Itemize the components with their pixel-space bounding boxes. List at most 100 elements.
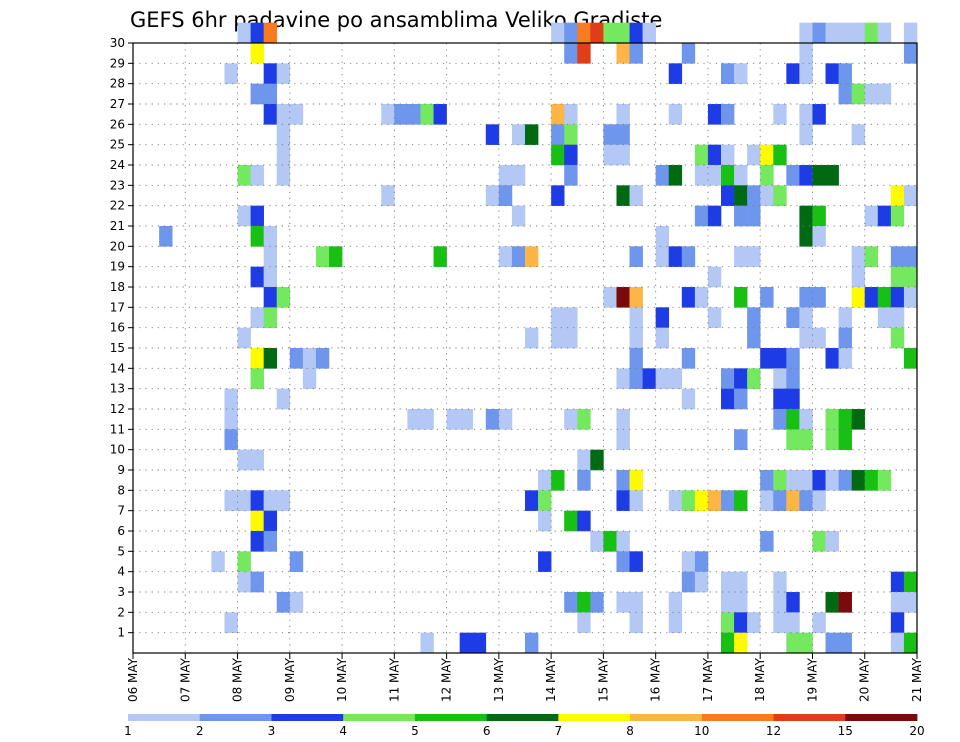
precip-cell [864, 205, 879, 227]
precip-cell [721, 63, 735, 84]
precip-cell [250, 83, 264, 105]
precip-cell [551, 327, 565, 349]
precip-cell [237, 165, 251, 186]
precip-cell [721, 104, 735, 125]
precip-cell [616, 22, 630, 44]
precip-cell [668, 490, 683, 511]
precip-cell [237, 490, 251, 511]
precip-cell [459, 409, 474, 430]
precip-cell [564, 592, 578, 613]
precip-cell [629, 592, 643, 613]
precip-cell [773, 185, 787, 206]
precip-cell [276, 104, 291, 125]
precip-cell [250, 226, 264, 247]
precip-cell [263, 266, 278, 288]
y-tick-label: 1 [117, 626, 125, 640]
precip-cell [655, 246, 670, 267]
precip-cell [655, 226, 670, 247]
colorbar-swatch [701, 714, 774, 721]
precip-cell [734, 490, 748, 511]
precip-cell [668, 592, 683, 613]
precip-cell [629, 307, 643, 328]
precip-cell [655, 368, 670, 389]
precip-cell [394, 104, 408, 125]
precip-cell [747, 368, 761, 389]
precip-cell [825, 63, 839, 84]
precip-cell [681, 571, 696, 593]
precip-cell [237, 551, 251, 572]
precip-cell [760, 470, 774, 491]
colorbar-swatch [199, 714, 272, 721]
precip-cell [707, 104, 722, 125]
precip-cell [851, 124, 866, 145]
precip-cell [799, 490, 813, 511]
precip-cell [812, 531, 826, 552]
precip-cell [786, 307, 800, 328]
precip-cell [694, 490, 709, 511]
precip-cell [773, 144, 787, 166]
colorbar-swatch [271, 714, 344, 721]
precip-cell [812, 205, 826, 227]
x-tick-label: 13 MAY [492, 657, 506, 702]
precip-cell [302, 348, 317, 369]
precip-cell [851, 287, 866, 308]
precip-cell [224, 409, 238, 430]
precip-cell [485, 185, 500, 206]
precip-cell [668, 368, 683, 389]
precip-cell [551, 104, 565, 125]
precip-cell [786, 592, 800, 613]
x-tick-label: 14 MAY [544, 657, 558, 702]
precip-cell [825, 165, 839, 186]
precip-cell [237, 327, 251, 349]
precip-cell [616, 592, 630, 613]
precip-cell [250, 205, 264, 227]
precip-cell [263, 348, 278, 369]
colorbar-label: 20 [909, 724, 924, 738]
precip-cell [773, 571, 787, 593]
precip-cell [799, 287, 813, 308]
precip-cell [551, 144, 565, 166]
y-tick-label: 11 [110, 422, 125, 436]
precip-cell [420, 632, 434, 654]
precip-cell [851, 409, 866, 430]
precip-cell [159, 226, 173, 247]
precip-cell [603, 287, 617, 308]
precip-cell [263, 83, 278, 105]
precip-cell [707, 266, 722, 288]
precip-cell [864, 246, 879, 267]
colorbar-label: 5 [411, 724, 419, 738]
precip-cell [760, 348, 774, 369]
precip-cell [276, 63, 291, 84]
precip-cell [276, 287, 291, 308]
precip-cell [629, 348, 643, 369]
precip-cell [237, 571, 251, 593]
precip-cell [603, 124, 617, 145]
precip-cell [851, 246, 866, 267]
precip-cell [420, 409, 434, 430]
precip-cell [760, 165, 774, 186]
precip-cell [629, 490, 643, 511]
precip-cell [498, 409, 513, 430]
x-tick-label: 18 MAY [753, 657, 767, 702]
colorbar-label: 6 [483, 724, 491, 738]
precip-cell [799, 104, 813, 125]
precip-cell [734, 63, 748, 84]
precip-cell [890, 185, 905, 206]
precip-cell [721, 612, 735, 633]
precip-cell [616, 490, 630, 511]
precip-cell [707, 165, 722, 186]
precip-cell [734, 592, 748, 613]
y-tick-label: 21 [110, 219, 125, 233]
y-tick-label: 23 [110, 178, 125, 192]
y-tick-label: 25 [110, 138, 125, 152]
precip-cell [903, 592, 918, 613]
precip-cell [250, 571, 264, 593]
precip-cell [903, 571, 918, 593]
precip-cell [276, 124, 291, 145]
precip-cell [381, 185, 395, 206]
precip-cell [851, 22, 866, 44]
precip-cell [681, 551, 696, 572]
precip-cell [786, 165, 800, 186]
precip-cell [485, 409, 500, 430]
precip-cell [629, 185, 643, 206]
